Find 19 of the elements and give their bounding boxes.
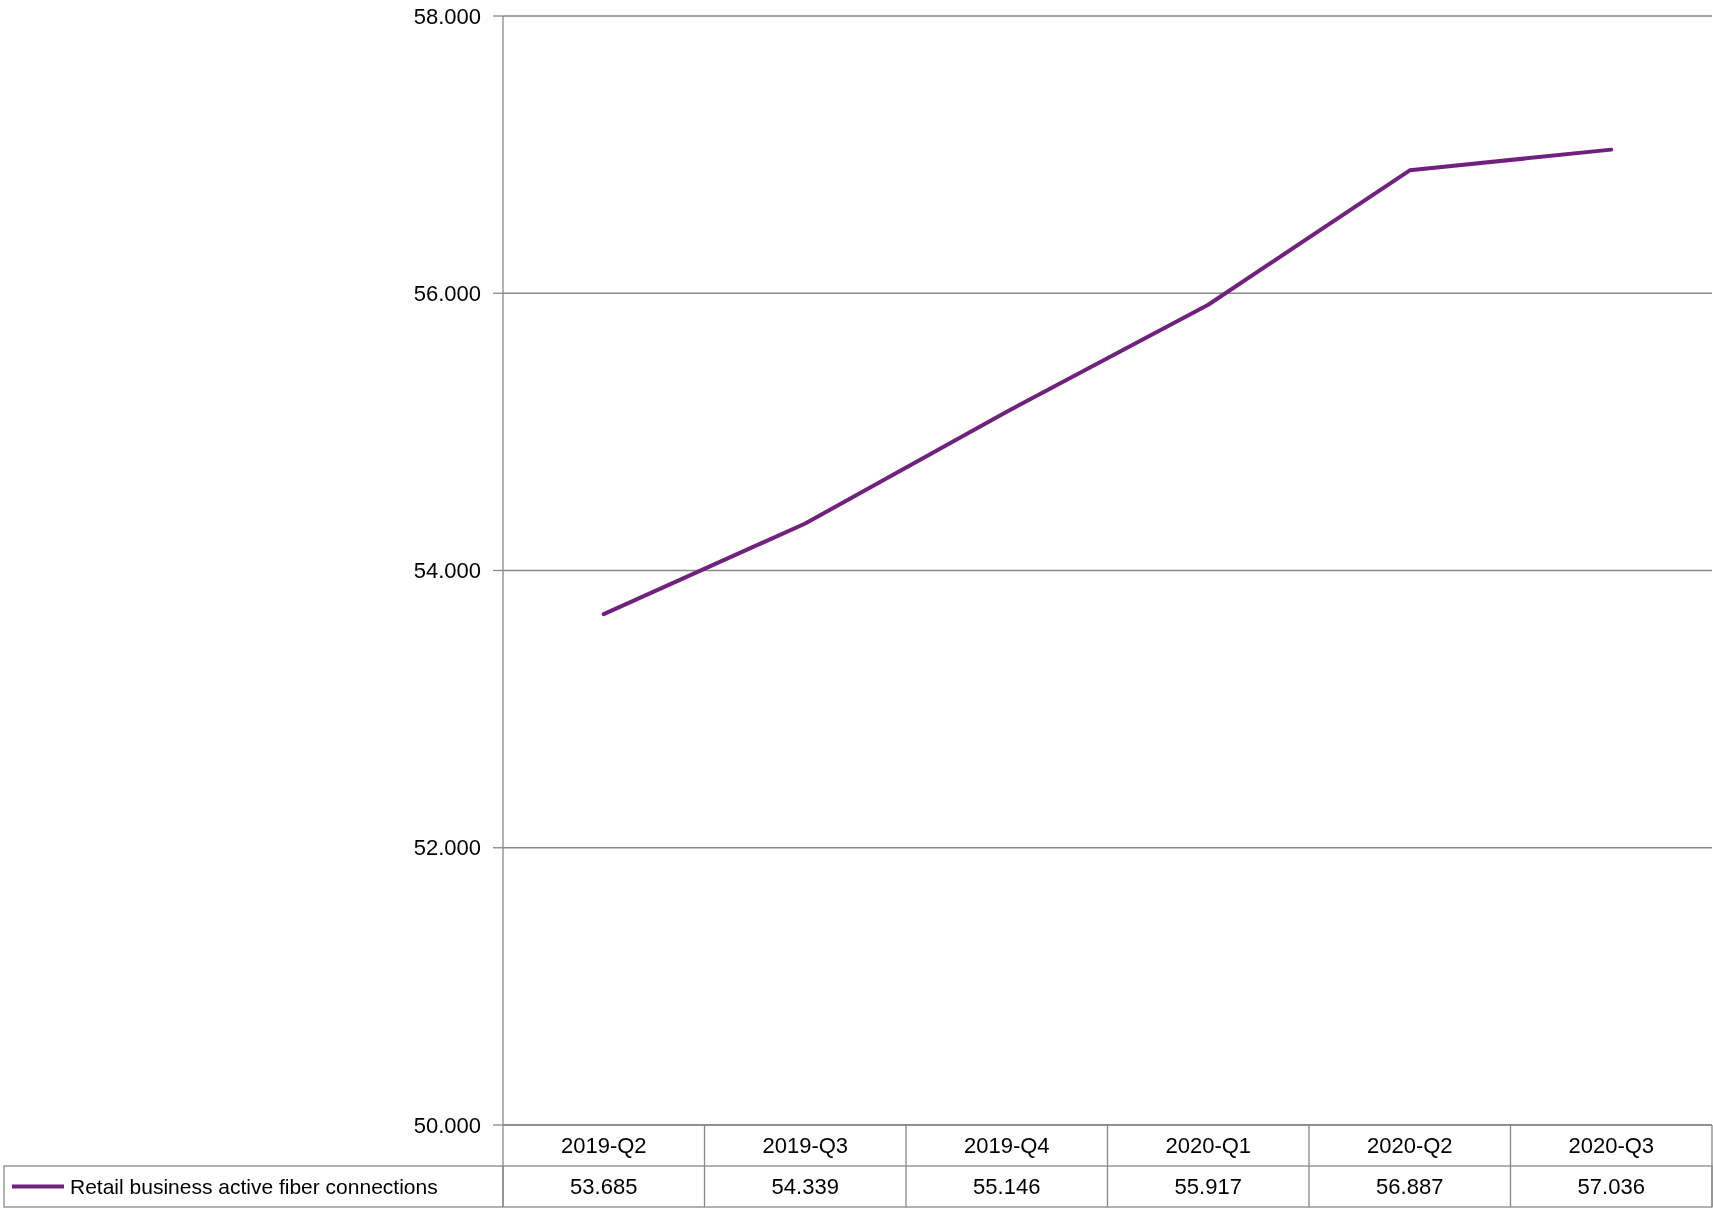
y-tick-label: 52.000 [413, 835, 481, 861]
data-label: 53.685 [570, 1174, 638, 1200]
data-label: 56.887 [1376, 1174, 1444, 1200]
x-tick-label: 2020-Q2 [1366, 1133, 1453, 1159]
x-tick-label: 2020-Q1 [1165, 1133, 1252, 1159]
y-tick-label: 56.000 [413, 280, 481, 306]
data-label: 54.339 [771, 1174, 839, 1200]
data-label: 57.036 [1577, 1174, 1645, 1200]
x-tick-label: 2019-Q2 [560, 1133, 647, 1159]
x-tick-label: 2019-Q3 [762, 1133, 849, 1159]
legend-label: Retail business active fiber connections [70, 1174, 438, 1198]
y-tick-label: 50.000 [413, 1112, 481, 1138]
x-tick-label: 2020-Q3 [1568, 1133, 1655, 1159]
x-tick-label: 2019-Q4 [963, 1133, 1050, 1159]
y-tick-label: 54.000 [413, 558, 481, 584]
line-series [601, 147, 1614, 617]
data-label: 55.917 [1174, 1174, 1242, 1200]
data-label: 55.146 [973, 1174, 1041, 1200]
y-tick-label: 58.000 [413, 3, 481, 29]
